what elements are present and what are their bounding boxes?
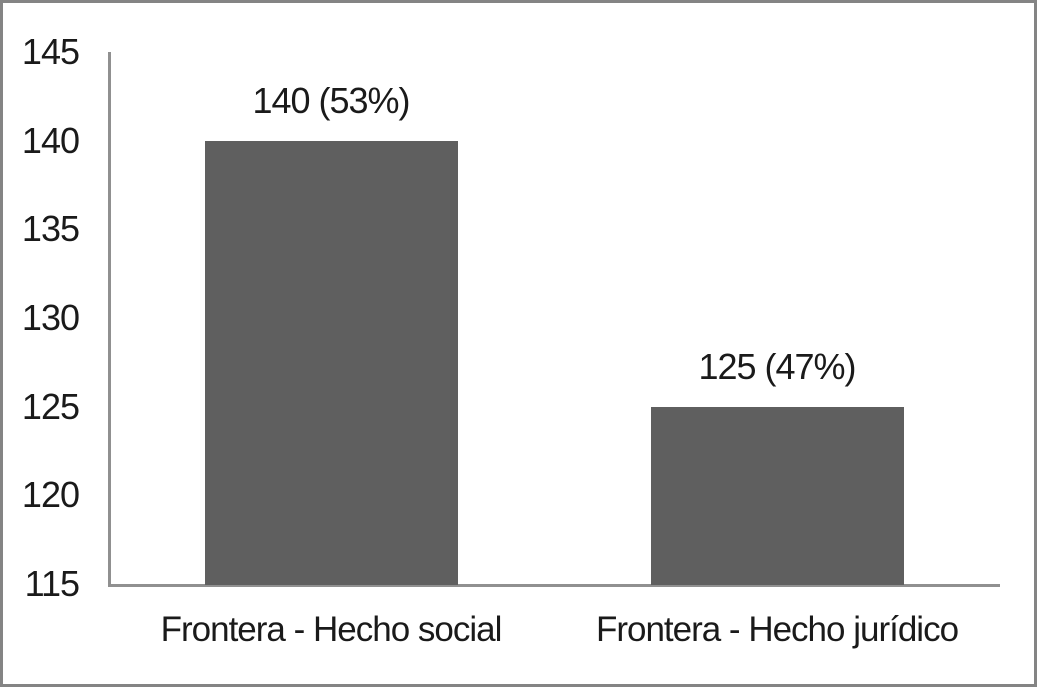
bar-value-label: 140 (53%) (252, 79, 410, 121)
x-category-label: Frontera - Hecho social (160, 610, 503, 649)
y-tick-label: 140 (21, 119, 80, 161)
y-tick-label: 145 (21, 31, 80, 72)
y-tick-label: 135 (21, 208, 80, 250)
y-tick-label: 130 (21, 297, 80, 338)
bar (650, 406, 904, 585)
x-category-label: Frontera - Hecho jurídico (595, 610, 959, 649)
bar-value-label: 125 (47%) (698, 345, 856, 387)
bar (204, 140, 458, 585)
y-tick-label: 120 (21, 474, 80, 516)
y-axis-line (108, 52, 111, 587)
y-tick-label: 125 (21, 385, 80, 427)
x-axis-line (108, 584, 1000, 587)
y-tick-label: 115 (24, 563, 80, 604)
